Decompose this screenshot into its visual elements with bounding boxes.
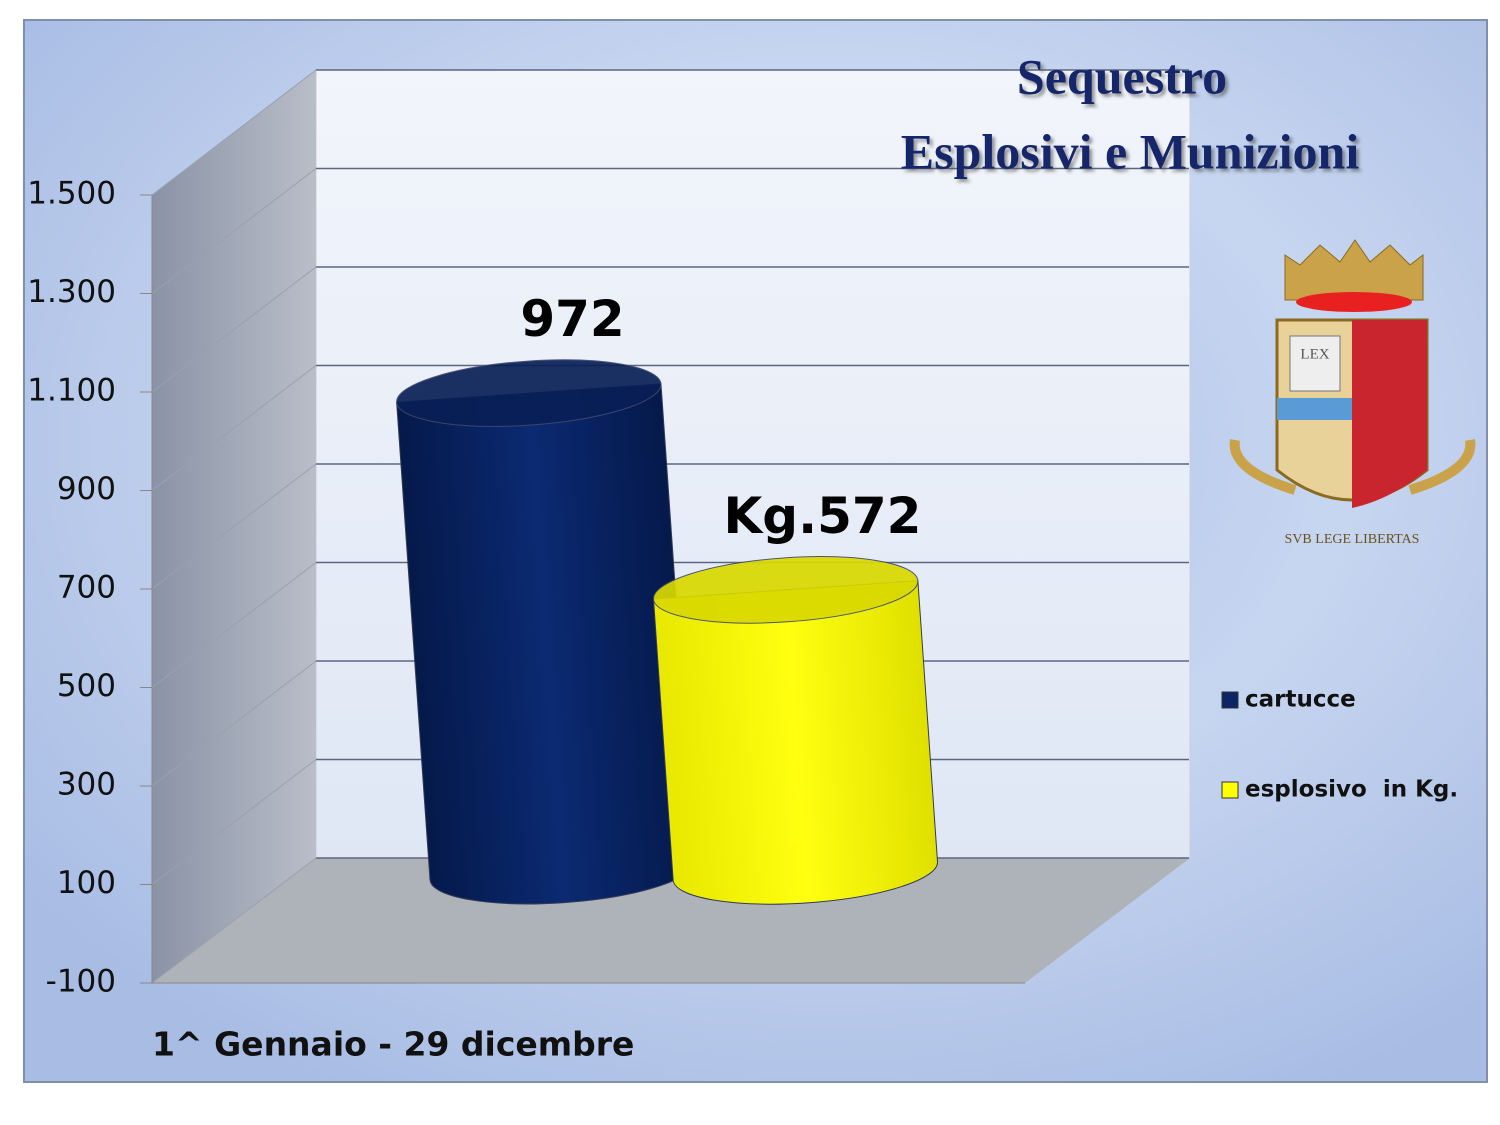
chart-title: Sequestro bbox=[1017, 48, 1227, 104]
legend-label: esplosivo in Kg. bbox=[1245, 777, 1458, 803]
x-label: 1^ Gennaio - 29 dicembre bbox=[152, 1025, 634, 1064]
chart-subtitle: Esplosivi e Munizioni bbox=[901, 123, 1360, 179]
y-tick-label: -100 bbox=[46, 964, 116, 1000]
y-tick-label: 900 bbox=[57, 471, 116, 507]
bar bbox=[652, 580, 939, 905]
grid-line-side bbox=[151, 69, 317, 196]
legend-swatch bbox=[1221, 781, 1239, 799]
grid-line-side bbox=[151, 266, 317, 393]
grid-line-side bbox=[151, 857, 317, 984]
emblem-motto: SVB LEGE LIBERTAS bbox=[1285, 532, 1420, 547]
legend-label: cartucce bbox=[1245, 687, 1356, 713]
scrolls bbox=[1229, 439, 1476, 495]
bar-top bbox=[652, 556, 919, 624]
y-tick-label: 300 bbox=[57, 767, 116, 803]
crown-band bbox=[1296, 292, 1412, 312]
shield-red bbox=[1352, 320, 1427, 508]
y-tick-label: 1.500 bbox=[27, 176, 116, 212]
data-label: Kg.572 bbox=[724, 487, 922, 545]
grid-line-side bbox=[151, 759, 317, 885]
floor bbox=[152, 858, 1190, 983]
grid-line-side bbox=[151, 365, 317, 491]
bar bbox=[396, 383, 695, 905]
y-tick-label: 1.300 bbox=[27, 274, 116, 310]
crown bbox=[1284, 239, 1424, 301]
emblem-book: LEX bbox=[1300, 346, 1329, 362]
grid-line-side bbox=[151, 562, 317, 688]
emblem: LEX SVB LEGE LIBERTAS bbox=[1229, 239, 1476, 547]
grid-line-side bbox=[151, 168, 317, 294]
y-tick-label: 1.100 bbox=[27, 373, 116, 409]
y-tick-label: 500 bbox=[57, 668, 116, 704]
grid-line-side bbox=[151, 660, 317, 787]
y-tick-label: 700 bbox=[57, 570, 116, 606]
shield-band bbox=[1277, 398, 1352, 420]
book bbox=[1289, 335, 1341, 392]
legend-swatch bbox=[1221, 691, 1239, 709]
bar-top bbox=[396, 359, 662, 427]
data-label: 972 bbox=[520, 290, 624, 348]
y-tick-label: 100 bbox=[57, 865, 116, 901]
grid-line-side bbox=[151, 463, 317, 590]
